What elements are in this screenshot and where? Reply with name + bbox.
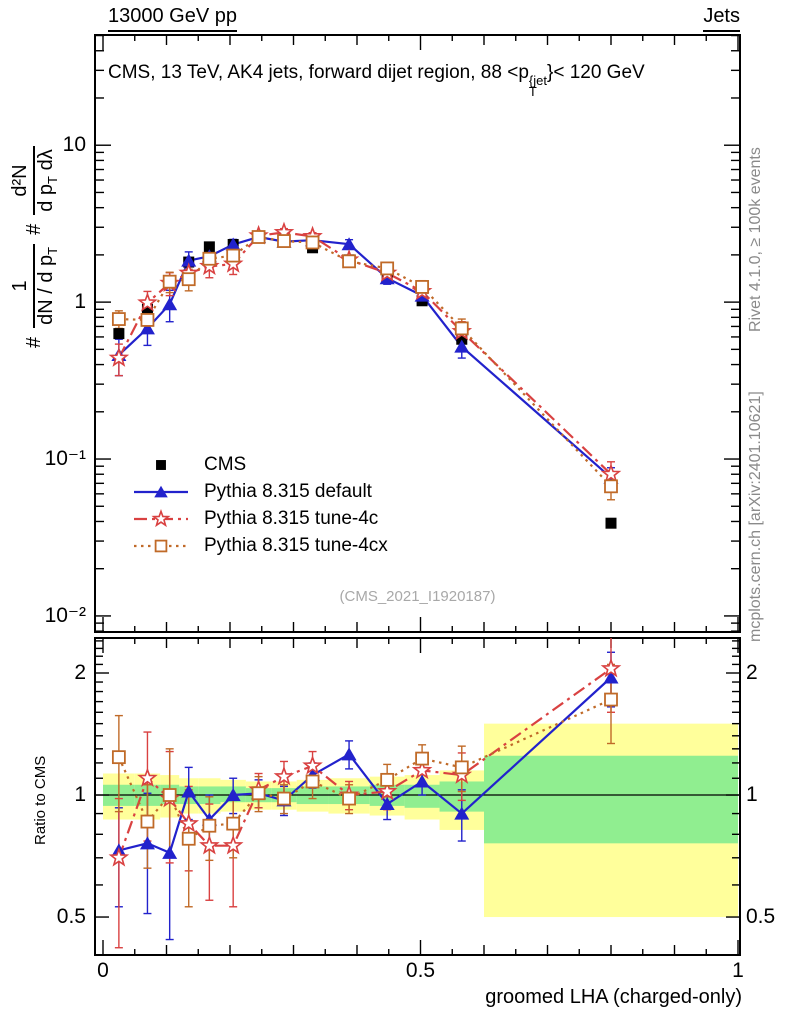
main-y-tick-label: 10 — [62, 133, 86, 157]
main-markers-pythia-8-315-tune-4cx — [111, 230, 618, 494]
plot-title-suffix: }< 120 GeV — [546, 62, 645, 83]
ratio-y-tick-label-right: 2 — [746, 661, 758, 684]
x-axis-title: groomed LHA (charged-only) — [485, 986, 742, 1008]
pythia-8-315-tune-4c-legend-marker — [134, 508, 188, 527]
hash-symbol: # — [23, 336, 46, 348]
ratio-y-tick-label-left: 0.5 — [56, 905, 86, 929]
beam-energy-label: 13000 GeV pp — [108, 5, 237, 32]
main-panel-frame — [94, 34, 741, 633]
main-y-tick-label: 10⁻¹ — [44, 447, 86, 471]
main-y-tick-label: 1 — [74, 290, 86, 314]
legend-label: Pythia 8.315 default — [204, 480, 372, 502]
plot-title-sup: {jet — [528, 73, 547, 88]
legend-label: Pythia 8.315 tune-4c — [204, 507, 379, 529]
mcplots-arxiv-note: mcplots.cern.ch [arXiv:2401.10621] — [747, 391, 764, 642]
ratio-series-layer — [108, 638, 622, 949]
plot-title-text: CMS, 13 TeV, AK4 jets, forward dijet reg… — [108, 62, 529, 83]
cms-marker-swatch — [132, 454, 190, 476]
x-tick-label: 0.5 — [405, 959, 436, 982]
legend-label: CMS — [204, 453, 247, 475]
pythia-8-315-default-legend-marker — [134, 485, 188, 497]
pythia-tune4cx-marker-swatch — [132, 535, 190, 557]
one-over-dndpt-fraction: 1 dN / d pT — [9, 243, 60, 328]
pythia-8-315-tune-4cx-legend-marker — [134, 539, 188, 552]
ratio-markers-pythia-8-315-tune-4cx — [111, 692, 618, 846]
main-y-tick-label: 10⁻² — [44, 603, 86, 627]
legend-label: Pythia 8.315 tune-4cx — [204, 534, 388, 556]
pt-jet-sup-sub: {jet T — [528, 73, 547, 99]
pythia-tune4c-marker-swatch — [132, 508, 190, 530]
ratio-y-tick-label-right: 0.5 — [746, 905, 776, 929]
legend-item-pythia-default: Pythia 8.315 default — [132, 478, 388, 505]
x-tick-label: 0 — [97, 959, 109, 982]
rivet-version-note: Rivet 4.1.0, ≥ 100k events — [747, 147, 764, 332]
process-label: Jets — [703, 5, 740, 32]
ratio-y-tick-label-left: 2 — [74, 661, 86, 684]
plot-title: CMS, 13 TeV, AK4 jets, forward dijet reg… — [108, 62, 645, 99]
cms-legend-marker — [156, 459, 166, 470]
den-text: d p — [34, 183, 57, 212]
analysis-watermark: (CMS_2021_I1920187) — [339, 588, 496, 605]
fraction-denominator: dN / d pT — [35, 244, 60, 328]
axis-ticks — [96, 34, 739, 954]
legend-item-pythia-tune4c: Pythia 8.315 tune-4c — [132, 505, 388, 532]
den-sub: T — [44, 175, 60, 184]
legend-item-pythia-tune4cx: Pythia 8.315 tune-4cx — [132, 532, 388, 559]
fraction-numerator: 1 — [9, 243, 35, 328]
ratio-y-tick-label-right: 1 — [746, 783, 758, 807]
plot-title-sub: T — [528, 84, 537, 99]
den-sub: T — [44, 246, 60, 255]
ratio-panel-frame — [94, 637, 741, 956]
hash-symbol: # — [23, 223, 46, 235]
main-series-layer — [108, 221, 622, 529]
legend-item-cms: CMS — [132, 451, 388, 478]
legend: CMS Pythia 8.315 default Pythia 8.315 tu… — [132, 451, 388, 559]
ratio-y-tick-label-left: 1 — [74, 783, 86, 807]
x-tick-label: 1 — [732, 959, 744, 982]
main-y-axis-title: # 1 dN / d pT # d²N d pT dλ — [9, 146, 60, 348]
pythia-default-marker-swatch — [132, 481, 190, 503]
